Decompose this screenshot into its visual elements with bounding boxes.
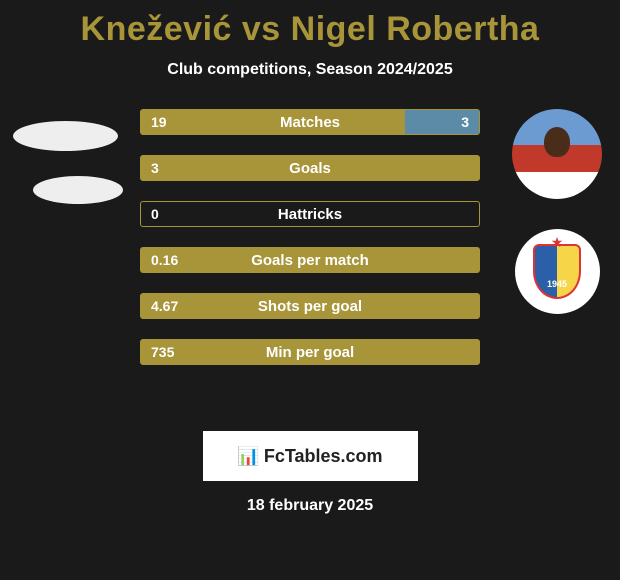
stat-label: Goals [289,160,331,177]
player1-club-placeholder [33,176,123,204]
site-name: FcTables.com [264,446,383,467]
stat-label: Matches [280,114,340,131]
stat-row: 19 Matches 3 [140,109,480,135]
site-badge[interactable]: 📊 FcTables.com [203,431,418,481]
comparison-content: 19 Matches 3 3 Goals 0 Hattricks 0.16 Goals per … [0,109,620,409]
club-shield-icon: ★ 1945 [533,244,581,299]
page-subtitle: Club competitions, Season 2024/2025 [0,61,620,79]
stat-bars: 19 Matches 3 3 Goals 0 Hattricks 0.16 Goals per … [140,109,480,365]
star-icon: ★ [551,234,564,251]
stat-label: Shots per goal [258,298,362,315]
stat-value-left: 19 [151,114,167,130]
stat-value-left: 0.16 [151,252,178,268]
page-title: Knežević vs Nigel Robertha [0,0,620,49]
stat-label: Min per goal [266,344,354,361]
stat-row: 0 Hattricks [140,201,480,227]
stat-value-left: 0 [151,206,159,222]
stat-row: 0.16 Goals per match [140,247,480,273]
stat-row: 4.67 Shots per goal [140,293,480,319]
stat-value-left: 735 [151,344,174,360]
stat-row: 3 Goals [140,155,480,181]
player2-club-logo: ★ 1945 [515,229,600,314]
left-player-avatars [0,109,130,204]
stat-value-left: 3 [151,160,159,176]
stat-value-left: 4.67 [151,298,178,314]
player1-avatar-placeholder [13,121,118,151]
right-player-avatars: ★ 1945 [502,109,612,314]
player2-photo [512,109,602,199]
stat-label: Hattricks [278,206,342,223]
club-year: 1945 [547,279,567,289]
stat-label: Goals per match [251,252,369,269]
footer-date: 18 february 2025 [0,497,620,515]
stat-row: 735 Min per goal [140,339,480,365]
chart-icon: 📊 [237,446,259,467]
stat-fill-left [141,110,405,134]
stat-value-right: 3 [461,114,469,130]
